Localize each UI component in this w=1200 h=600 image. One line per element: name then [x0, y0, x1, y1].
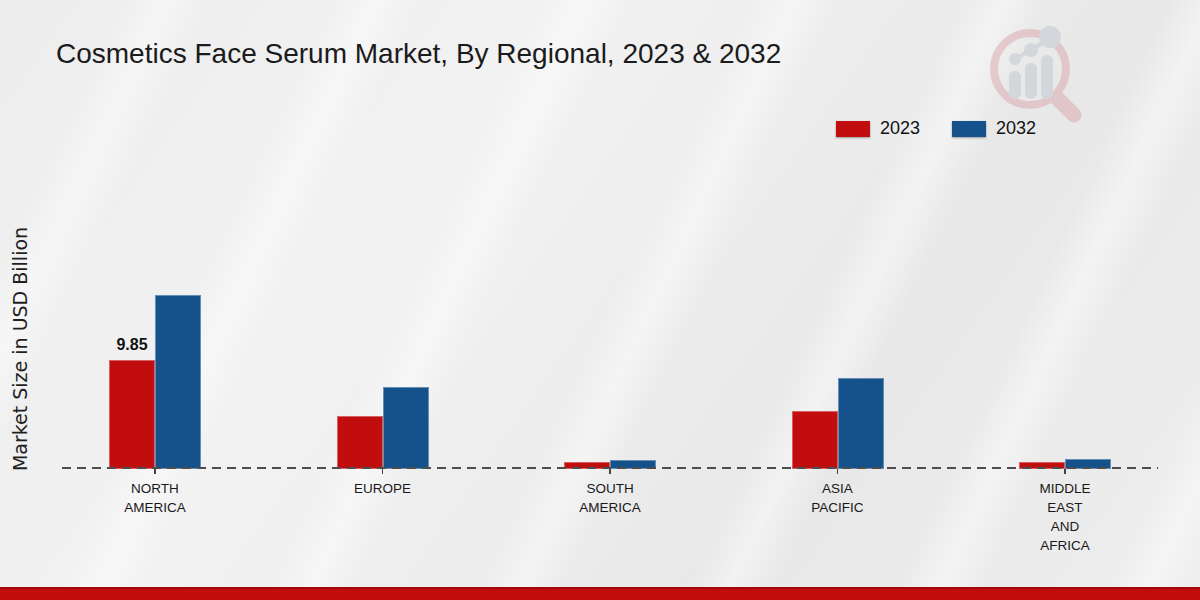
- legend-label-2023: 2023: [880, 118, 920, 139]
- logo-dot-1: [1009, 53, 1021, 65]
- bar-2032-europe: [383, 387, 429, 469]
- x-axis-tick: [1064, 469, 1066, 474]
- chart-title: Cosmetics Face Serum Market, By Regional…: [56, 38, 781, 70]
- x-axis-tick: [837, 469, 839, 474]
- legend-swatch-2023: [836, 121, 870, 137]
- x-axis-tick: [609, 469, 611, 474]
- x-axis-label-asia-pacific: ASIA PACIFIC: [763, 479, 913, 517]
- bar-2032-asia-pacific: [838, 378, 884, 469]
- x-axis-label-north-america: NORTH AMERICA: [80, 479, 230, 517]
- magnifier-handle: [1057, 98, 1074, 115]
- bar-value-label: 9.85: [109, 336, 155, 354]
- x-axis-line: [62, 467, 1158, 469]
- bar-2023-europe: [337, 416, 383, 469]
- bar-2023-asia-pacific: [792, 411, 838, 469]
- logo-dot-2: [1024, 43, 1038, 57]
- y-axis-label: Market Size in USD Billion: [9, 187, 31, 511]
- x-axis-tick: [382, 469, 384, 474]
- x-axis-label-south-america: SOUTH AMERICA: [535, 479, 685, 517]
- footer-accent-bar: [0, 587, 1200, 600]
- x-axis-label-europe: EUROPE: [308, 479, 458, 498]
- logo-bar-3: [1041, 55, 1053, 99]
- chart-canvas: Cosmetics Face Serum Market, By Regional…: [0, 0, 1200, 600]
- x-axis-tick: [154, 469, 156, 474]
- logo-dot-3: [1039, 26, 1061, 48]
- x-axis-label-middle-east-and-africa: MIDDLE EAST AND AFRICA: [990, 479, 1140, 555]
- bar-2023-north-america: [109, 360, 155, 469]
- bar-2032-north-america: [155, 295, 201, 469]
- logo-bar-2: [1025, 63, 1037, 99]
- watermark-logo: [973, 18, 1091, 126]
- legend-item-2023: 2023: [836, 118, 920, 139]
- logo-bar-1: [1009, 71, 1021, 99]
